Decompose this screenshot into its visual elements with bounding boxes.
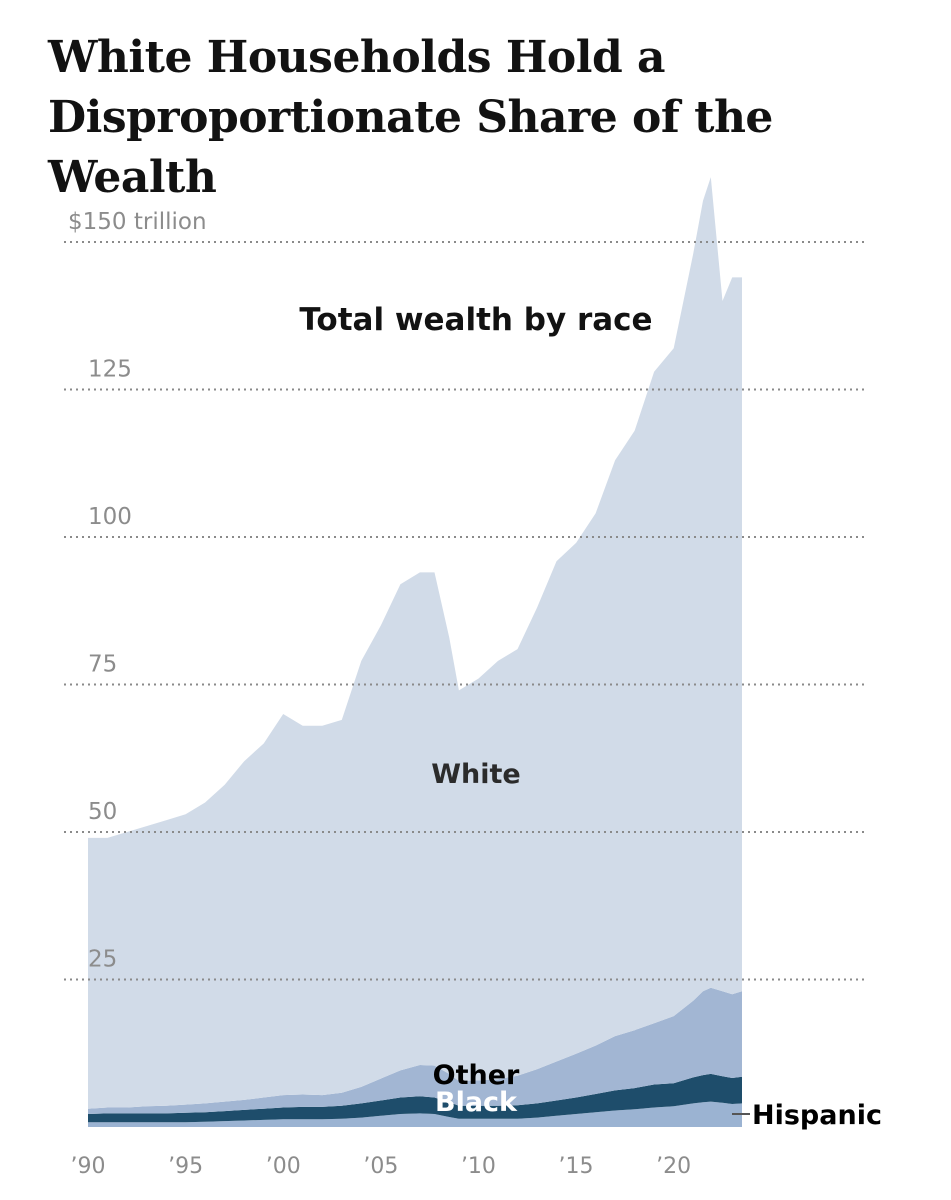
area-other	[88, 987, 742, 1114]
x-tick-label: ’15	[559, 1154, 594, 1179]
y-tick-label: 25	[88, 947, 117, 973]
y-tick-label: 75	[88, 652, 117, 678]
area-black	[88, 1073, 742, 1123]
x-tick-label: ’20	[656, 1154, 691, 1179]
y-axis-tick-labels: $150 trillion 125 100 75 50 25	[68, 209, 207, 973]
series-label-hispanic: Hispanic	[752, 1100, 882, 1131]
x-tick-label: ’00	[266, 1154, 301, 1179]
x-tick-label: ’05	[363, 1154, 398, 1179]
chart-subtitle: Total wealth by race	[299, 302, 652, 338]
x-tick-label: ’90	[71, 1154, 106, 1179]
area-white	[88, 177, 742, 1109]
gridlines	[64, 241, 866, 981]
series-label-black: Black	[435, 1087, 518, 1118]
area-hispanic	[88, 1101, 742, 1127]
y-tick-label: 125	[88, 357, 132, 383]
y-tick-label: 50	[88, 799, 117, 825]
y-tick-label: 100	[88, 504, 132, 530]
x-axis-tick-labels: ’90 ’95 ’00 ’05 ’10 ’15 ’20	[71, 1154, 692, 1179]
series-label-other: Other	[433, 1060, 520, 1091]
x-tick-label: ’95	[168, 1154, 203, 1179]
y-tick-label: $150 trillion	[68, 209, 207, 235]
chart-headline: White Households Hold a Disproportionate…	[48, 32, 773, 203]
series-label-white: White	[431, 759, 520, 790]
x-tick-label: ’10	[461, 1154, 496, 1179]
stacked-areas	[88, 177, 742, 1127]
